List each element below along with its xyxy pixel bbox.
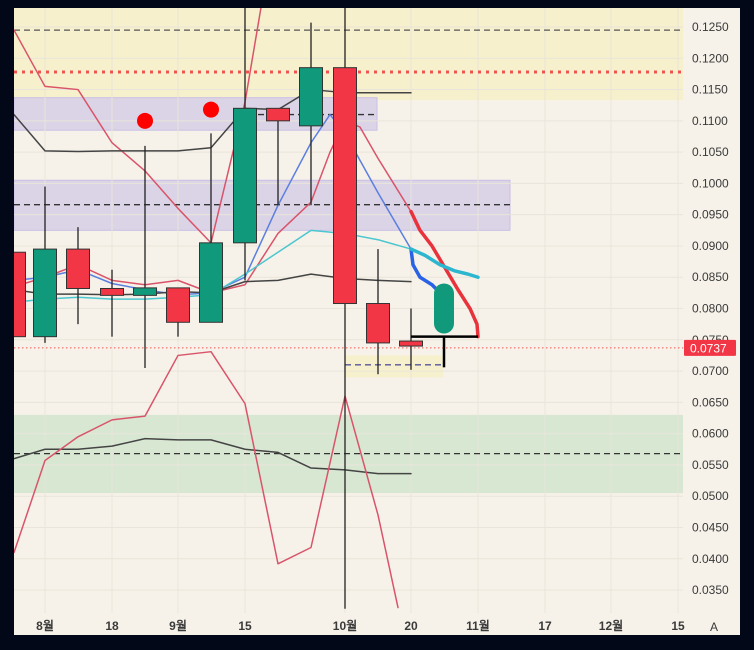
- candle-body[interactable]: [14, 251, 26, 338]
- price-axis-label: 0.0950: [692, 208, 729, 222]
- candle-body[interactable]: [199, 242, 223, 323]
- price-axis-label: 0.0350: [692, 583, 729, 597]
- candle-body[interactable]: [366, 303, 390, 344]
- price-axis-label: 0.0550: [692, 458, 729, 472]
- candle-body[interactable]: [399, 340, 423, 347]
- price-axis-label: 0.0800: [692, 302, 729, 316]
- price-axis-label: 0.1100: [692, 114, 728, 128]
- time-axis-label: 20: [404, 619, 418, 633]
- candle-body[interactable]: [66, 248, 90, 290]
- time-axis-label: 17: [538, 619, 552, 633]
- candle-body[interactable]: [166, 287, 190, 323]
- yellow-zone-low: [345, 355, 443, 378]
- price-axis-label: 0.1200: [692, 51, 729, 65]
- price-axis-label: 0.0450: [692, 520, 729, 534]
- forecast-blue-path-line: [409, 247, 442, 295]
- signal-dot-marker: [203, 101, 219, 118]
- candle-body[interactable]: [233, 107, 257, 244]
- price-axis-label: 0.0600: [692, 427, 729, 441]
- price-axis-label: 0.0700: [692, 364, 729, 378]
- candle-body[interactable]: [33, 248, 57, 338]
- price-axis-label: 0.0900: [692, 239, 729, 253]
- price-axis-label: 0.0500: [692, 489, 729, 503]
- time-axis-label: 15: [238, 619, 252, 633]
- candle-body[interactable]: [266, 107, 290, 122]
- candle-body[interactable]: [100, 288, 124, 296]
- forecast-cyan-path-line: [409, 247, 480, 279]
- time-axis-label: 15: [671, 619, 685, 633]
- candle-body[interactable]: [133, 287, 157, 296]
- time-axis-label: 12월: [599, 618, 623, 633]
- time-axis-label: 9월: [169, 618, 187, 633]
- price-axis-label: 0.1000: [692, 176, 729, 190]
- price-axis-label: 0.0400: [692, 552, 729, 566]
- price-axis-label: 0.0850: [692, 270, 729, 284]
- last-price-badge: [684, 339, 736, 356]
- price-axis-label: 0.1150: [692, 83, 728, 97]
- time-axis-label: 8월: [36, 618, 54, 633]
- price-axis-label: 0.0650: [692, 395, 729, 409]
- candle-body[interactable]: [299, 67, 323, 127]
- forecast-red-path-line: [409, 209, 480, 339]
- forecast-candle: [434, 283, 454, 334]
- last-price-label: 0.0737: [690, 341, 727, 355]
- time-axis-label: 11월: [466, 618, 490, 633]
- time-axis-label: 10월: [333, 618, 357, 633]
- price-axis-label: 0.1250: [692, 20, 729, 34]
- signal-dot-marker: [137, 112, 153, 129]
- time-axis-label: 18: [105, 619, 119, 633]
- candle-body[interactable]: [333, 67, 357, 305]
- chart-canvas[interactable]: 0.1250 0.1200 0.1150 0.1100 0.1050 0.1000 0.09…: [14, 8, 740, 635]
- auto-scale-button[interactable]: A: [710, 620, 718, 634]
- chart-frame[interactable]: 0.1250 0.1200 0.1150 0.1100 0.1050 0.1000 0.09…: [14, 8, 740, 635]
- price-axis-label: 0.1050: [692, 145, 729, 159]
